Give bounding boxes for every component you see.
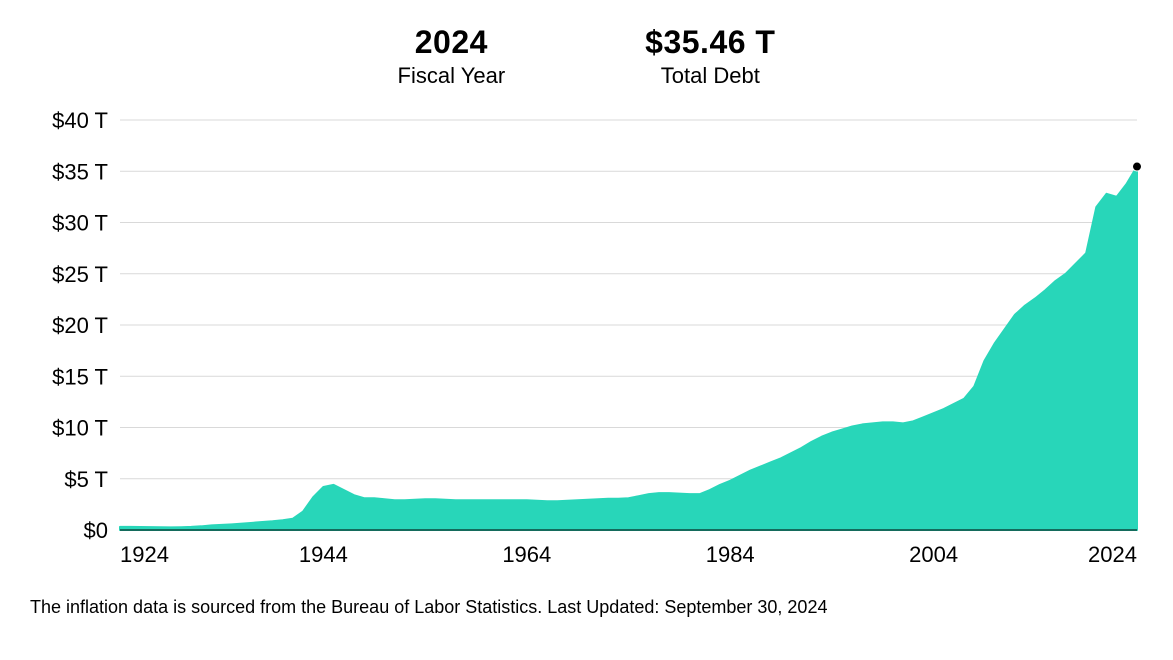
- svg-text:$0: $0: [84, 518, 108, 543]
- svg-text:$40 T: $40 T: [52, 110, 108, 133]
- chart-footnote: The inflation data is sourced from the B…: [30, 597, 827, 618]
- fiscal-year-block: 2024 Fiscal Year: [398, 24, 506, 89]
- svg-text:$15 T: $15 T: [52, 364, 108, 389]
- debt-area-chart: $0 $5 T $10 T $15 T $20 T $25 T $30 T $35 T $40 …: [30, 110, 1145, 580]
- total-debt-block: $35.46 T Total Debt: [645, 24, 775, 89]
- total-debt-value: $35.46 T: [645, 24, 775, 61]
- svg-text:1944: 1944: [299, 542, 348, 567]
- fiscal-year-label: Fiscal Year: [398, 63, 506, 89]
- svg-text:$30 T: $30 T: [52, 211, 108, 236]
- svg-text:1964: 1964: [502, 542, 551, 567]
- svg-text:$20 T: $20 T: [52, 313, 108, 338]
- chart-container: 2024 Fiscal Year $35.46 T Total Debt $0$…: [0, 0, 1173, 660]
- svg-text:2004: 2004: [909, 542, 958, 567]
- svg-text:$35 T: $35 T: [52, 159, 108, 184]
- svg-text:2024: 2024: [1088, 542, 1137, 567]
- svg-text:$25 T: $25 T: [52, 262, 108, 287]
- svg-text:1924: 1924: [120, 542, 169, 567]
- fiscal-year-value: 2024: [398, 24, 506, 61]
- svg-text:1984: 1984: [706, 542, 755, 567]
- svg-text:$10 T: $10 T: [52, 416, 108, 441]
- total-debt-label: Total Debt: [645, 63, 775, 89]
- chart-header: 2024 Fiscal Year $35.46 T Total Debt: [0, 24, 1173, 89]
- svg-text:$5 T: $5 T: [64, 467, 108, 492]
